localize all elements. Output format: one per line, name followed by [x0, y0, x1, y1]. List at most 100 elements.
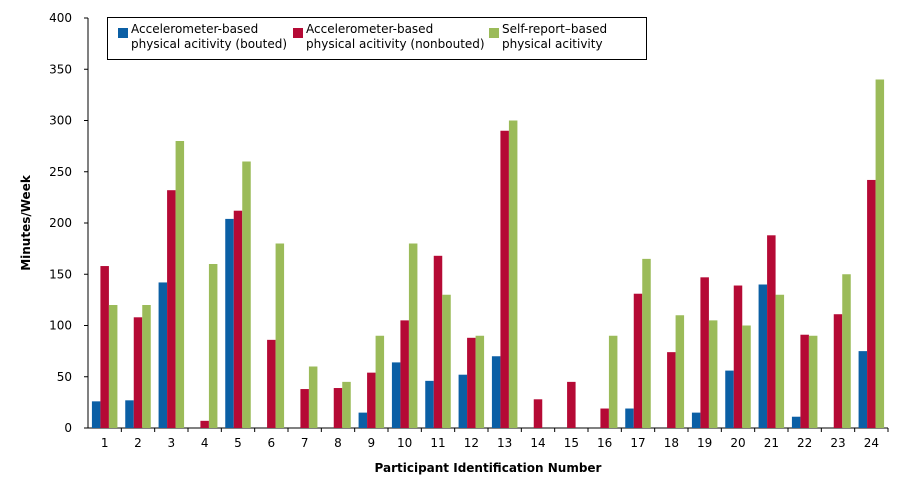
bar-self-report: [342, 381, 351, 428]
x-tick-label: 17: [630, 436, 645, 450]
bar-nonbouted: [767, 235, 776, 428]
x-tick-label: 12: [464, 436, 479, 450]
legend-label: physical acitivity: [502, 37, 603, 51]
bar-self-report: [308, 366, 318, 428]
bar-bouted: [391, 362, 401, 428]
legend-swatch: [118, 28, 128, 38]
bar-self-report: [208, 264, 218, 428]
bar-bouted: [358, 412, 368, 428]
legend-item-bouted: Accelerometer-based physical acitivity (…: [118, 22, 288, 52]
legend-label: Self-report–based: [502, 22, 608, 36]
bar-self-report: [142, 305, 151, 428]
bar-self-report: [775, 294, 785, 428]
bar-nonbouted: [267, 339, 276, 428]
y-tick-label: 250: [49, 165, 72, 179]
x-tick-label: 3: [168, 436, 176, 450]
bar-self-report: [242, 161, 251, 428]
x-axis-label: Participant Identification Number: [375, 461, 602, 475]
x-tick-label: 20: [730, 436, 745, 450]
bar-nonbouted: [833, 314, 843, 428]
bar-self-report: [875, 79, 885, 428]
bar-self-report: [808, 335, 818, 428]
bar-nonbouted: [333, 388, 343, 428]
bar-nonbouted: [167, 190, 176, 428]
bar-bouted: [158, 282, 168, 428]
bar-self-report: [275, 243, 285, 428]
bar-nonbouted: [367, 372, 376, 428]
x-tick-label: 8: [334, 436, 342, 450]
y-tick-label: 100: [49, 319, 72, 333]
y-tick-label: 300: [49, 114, 72, 128]
x-tick-label: 19: [697, 436, 712, 450]
bar-bouted: [691, 412, 701, 428]
x-tick-label: 10: [397, 436, 412, 450]
x-tick-label: 6: [268, 436, 276, 450]
bar-nonbouted: [533, 399, 543, 428]
x-tick-label: 21: [764, 436, 779, 450]
bar-nonbouted: [300, 389, 309, 428]
x-tick-label: 23: [830, 436, 845, 450]
bar-nonbouted: [233, 210, 243, 428]
bar-nonbouted: [633, 293, 643, 428]
bar-nonbouted: [667, 352, 676, 428]
x-tick-label: 22: [797, 436, 812, 450]
x-tick-label: 9: [368, 436, 376, 450]
bar-nonbouted: [600, 408, 609, 428]
bar-nonbouted: [433, 255, 443, 428]
legend-label: Accelerometer-based: [131, 22, 259, 36]
x-tick-label: 14: [530, 436, 545, 450]
bar-self-report: [375, 335, 385, 428]
bar-bouted: [758, 284, 768, 428]
bar-self-report: [742, 325, 751, 428]
legend-item-nonbouted: Accelerometer-based physical acitivity (…: [293, 22, 485, 52]
bar-self-report: [675, 315, 685, 428]
bar-nonbouted: [133, 317, 143, 428]
y-tick-label: 0: [64, 421, 72, 435]
legend-label: Accelerometer-based: [306, 22, 434, 36]
bar-nonbouted: [400, 320, 409, 428]
bar-nonbouted: [700, 277, 709, 428]
bar-self-report: [708, 320, 718, 428]
bar-nonbouted: [467, 337, 476, 428]
legend-swatch: [293, 28, 303, 38]
bar-bouted: [491, 356, 501, 428]
bar-bouted: [791, 416, 801, 428]
legend-label: physical acitivity (bouted): [131, 37, 288, 51]
bar-bouted: [725, 370, 734, 428]
bar-self-report: [642, 258, 651, 428]
bar-bouted: [225, 218, 234, 428]
legend-label: physical acitivity (nonbouted): [306, 37, 485, 51]
bar-nonbouted: [800, 334, 809, 428]
y-tick-label: 400: [49, 11, 72, 25]
bar-bouted: [125, 400, 134, 428]
bar-nonbouted: [867, 179, 876, 428]
x-tick-label: 18: [664, 436, 679, 450]
x-tick-label: 16: [597, 436, 612, 450]
legend: Accelerometer-based physical acitivity (…: [107, 17, 647, 60]
y-tick-label: 50: [57, 370, 72, 384]
bar-bouted: [425, 380, 434, 428]
bar-nonbouted: [500, 130, 509, 428]
x-tick-label: 7: [301, 436, 309, 450]
bar-nonbouted: [200, 420, 209, 428]
legend-swatch: [489, 28, 499, 38]
bar-self-report: [508, 120, 518, 428]
bar-self-report: [475, 335, 485, 428]
x-tick-label: 2: [134, 436, 142, 450]
y-tick-label: 200: [49, 216, 72, 230]
bar-nonbouted: [100, 266, 109, 428]
bar-self-report: [842, 274, 851, 428]
bar-bouted: [858, 351, 868, 428]
bar-self-report: [608, 335, 618, 428]
x-tick-label: 11: [430, 436, 445, 450]
x-tick-label: 13: [497, 436, 512, 450]
x-tick-label: 15: [564, 436, 579, 450]
y-axis-label: Minutes/Week: [19, 174, 33, 271]
x-tick-label: 5: [234, 436, 242, 450]
x-tick-label: 24: [864, 436, 879, 450]
bar-self-report: [408, 243, 418, 428]
y-tick-label: 350: [49, 62, 72, 76]
x-tick-label: 4: [201, 436, 209, 450]
